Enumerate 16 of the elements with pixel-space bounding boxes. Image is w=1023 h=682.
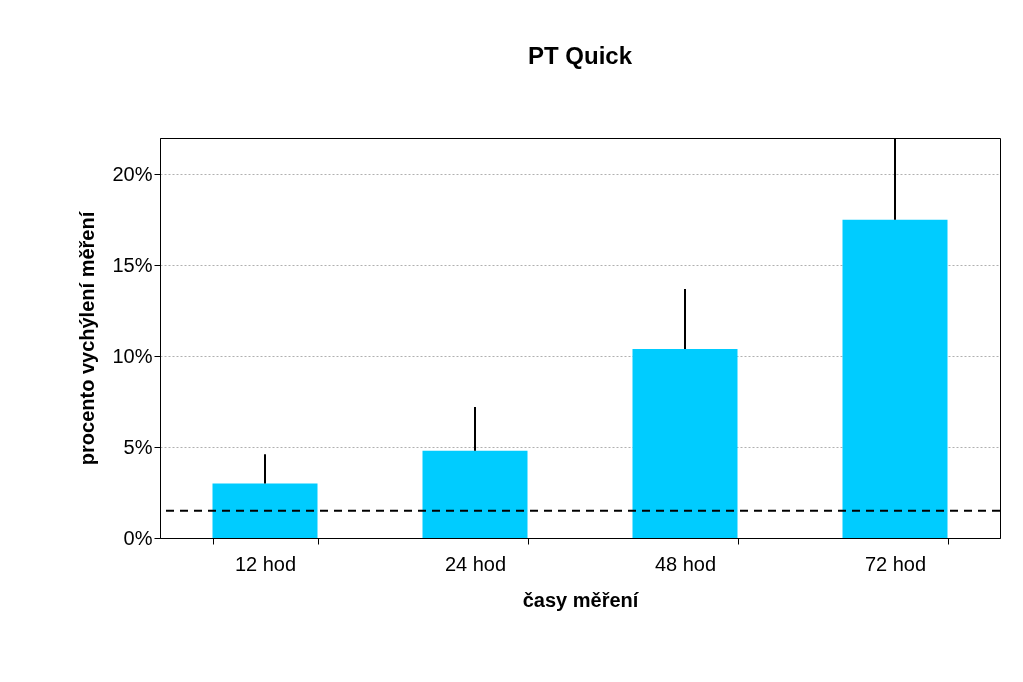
bar <box>422 450 528 538</box>
y-tick-label: 10% <box>112 344 153 367</box>
x-tick-label: 48 hod <box>654 552 717 575</box>
x-tick-label: 24 hod <box>444 552 507 575</box>
y-tick-label: 20% <box>112 162 153 185</box>
bar <box>632 348 738 538</box>
x-tick-label: 12 hod <box>234 552 297 575</box>
bar <box>212 483 318 538</box>
y-tick-label: 15% <box>112 253 153 276</box>
y-axis-title: procento vychýlení měření <box>76 210 99 466</box>
x-axis-title: časy měření <box>522 588 640 611</box>
x-tick-label: 72 hod <box>864 552 927 575</box>
chart-title: PT Quick <box>527 42 633 69</box>
y-tick-label: 5% <box>123 435 153 458</box>
bar <box>842 219 948 538</box>
y-tick-label: 0% <box>123 526 153 549</box>
